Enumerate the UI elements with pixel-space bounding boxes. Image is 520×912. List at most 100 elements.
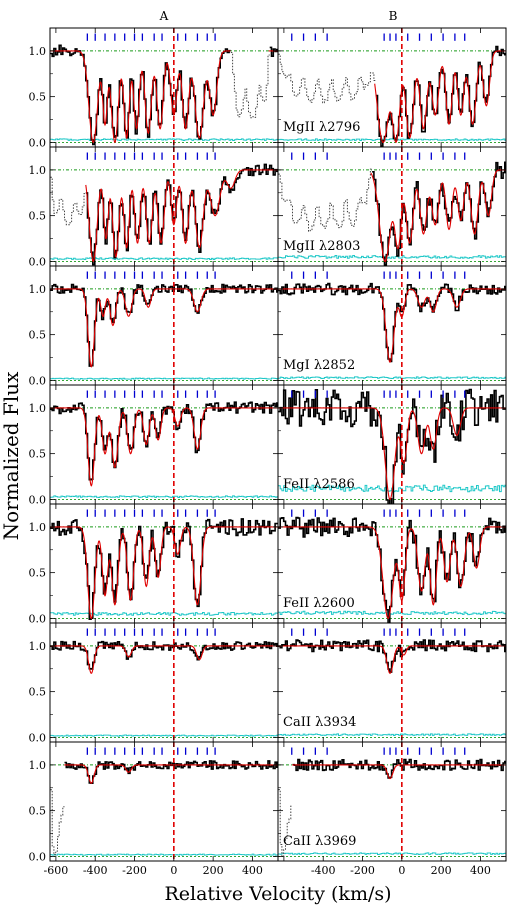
flux-spectrum <box>278 388 506 504</box>
panel-plot-area <box>50 266 278 385</box>
panel-plot-area <box>278 623 506 742</box>
y-tick-label: 0.0 <box>29 850 47 863</box>
error-spectrum <box>278 376 506 379</box>
x-axis-label: Relative Velocity (km/s) <box>164 883 391 905</box>
error-spectrum <box>278 733 506 736</box>
panel-a-row-6: 0.0 0.5 1.0 <box>29 622 279 744</box>
model-fit <box>278 407 506 501</box>
error-spectrum <box>50 377 278 380</box>
x-tick-label: 200 <box>431 864 452 877</box>
x-tick-label: 0 <box>170 864 177 877</box>
y-tick-label: 1.0 <box>29 521 47 534</box>
error-spectrum <box>50 853 278 856</box>
ion-label: CaII λ3934 <box>283 715 356 730</box>
x-tick-label: 400 <box>470 864 491 877</box>
panel-b-row-1: MgII λ2796 <box>277 27 507 148</box>
panel-plot-area <box>50 504 278 623</box>
panel-a-row-4: 0.0 0.5 1.0 <box>29 384 279 506</box>
y-tick-label: 1.0 <box>29 164 47 177</box>
blended-spectrum <box>50 789 65 856</box>
panel-b-row-4: FeII λ2586 <box>277 384 507 505</box>
flux-spectrum <box>64 760 278 784</box>
panel-plot-area <box>50 623 278 742</box>
error-spectrum <box>50 138 278 141</box>
flux-spectrum <box>375 45 506 147</box>
blended-spectrum <box>230 52 270 119</box>
model-fit <box>278 288 506 363</box>
y-tick-label: 0.0 <box>29 136 47 149</box>
column-label-b: B <box>389 9 398 23</box>
panel-frame <box>49 265 279 386</box>
panel-frame <box>49 741 279 862</box>
ion-label: FeII λ2586 <box>283 477 355 492</box>
error-spectrum <box>50 257 278 260</box>
x-tick-label: -200 <box>122 864 147 877</box>
blended-spectrum <box>278 53 376 104</box>
error-spectrum <box>278 852 506 855</box>
ion-label: FeII λ2600 <box>283 596 355 611</box>
x-tick-label: 200 <box>203 864 224 877</box>
model-fit <box>374 50 506 144</box>
blended-spectrum <box>278 168 373 232</box>
panel-plot-area <box>50 385 278 504</box>
flux-spectrum <box>278 282 506 363</box>
y-tick-label: 0.0 <box>29 374 47 387</box>
panel-plot-area <box>50 28 278 147</box>
model-fit <box>50 526 278 620</box>
panel-a-row-3: 0.0 0.5 1.0 <box>29 265 279 387</box>
error-spectrum <box>278 610 506 616</box>
x-tick-label: -200 <box>350 864 375 877</box>
y-tick-label: 1.0 <box>29 402 47 415</box>
panel-b-row-6: CaII λ3934 <box>277 622 507 743</box>
model-fit <box>85 169 278 263</box>
panel-frame <box>277 741 507 862</box>
error-spectrum <box>278 255 506 259</box>
model-fit <box>292 764 506 780</box>
y-tick-label: 0.5 <box>29 686 47 699</box>
panel-frame <box>49 622 279 743</box>
model-fit <box>278 526 506 620</box>
model-fit <box>50 288 278 368</box>
x-tick-label: 400 <box>242 864 263 877</box>
panel-a-row-5: 0.0 0.5 1.0 <box>29 503 279 625</box>
panel-plot-area <box>278 28 506 147</box>
ion-label: MgII λ2803 <box>283 239 360 254</box>
x-tick-label: 0 <box>398 864 405 877</box>
model-fit <box>50 645 278 674</box>
panel-plot-area <box>278 504 506 623</box>
panel-b-row-5: FeII λ2600 <box>277 503 507 624</box>
ion-label: CaII λ3969 <box>283 834 356 849</box>
y-tick-label: 0.5 <box>29 329 47 342</box>
error-spectrum <box>50 495 278 498</box>
x-tick-label: -400 <box>83 864 108 877</box>
x-tick-label: -600 <box>44 864 69 877</box>
panel-a-row-7: 0.0 0.5 1.0 -600 -400 -200 0 200 400 <box>29 741 279 877</box>
panel-plot-area <box>50 742 278 861</box>
blended-spectrum <box>278 789 293 858</box>
ion-label: MgII λ2796 <box>283 120 360 135</box>
y-tick-label: 0.0 <box>29 255 47 268</box>
panel-plot-area <box>278 266 506 385</box>
panel-b-row-2: MgII λ2803 <box>277 146 507 267</box>
panel-plot-area <box>278 742 506 861</box>
error-spectrum <box>278 138 506 141</box>
error-spectrum <box>50 734 278 737</box>
flux-spectrum <box>50 44 278 146</box>
y-tick-label: 0.5 <box>29 567 47 580</box>
panel-a-row-1: 0.0 0.5 1.0 <box>29 27 279 149</box>
y-tick-label: 0.0 <box>29 493 47 506</box>
model-fit <box>50 407 278 487</box>
panel-grid: 0.0 0.5 1.0 MgII λ2796 0.0 0.5 1.0 MgII λ2803 0.… <box>29 27 507 877</box>
x-tick-label: -400 <box>311 864 336 877</box>
flux-spectrum <box>292 758 506 779</box>
panel-plot-area <box>50 147 278 266</box>
y-tick-label: 1.0 <box>29 759 47 772</box>
y-tick-label: 0.5 <box>29 448 47 461</box>
y-tick-label: 1.0 <box>29 283 47 296</box>
y-tick-label: 0.5 <box>29 805 47 818</box>
model-fit <box>278 645 506 674</box>
panel-plot-area <box>278 147 506 266</box>
error-spectrum <box>50 612 278 616</box>
column-label-a: A <box>159 9 169 23</box>
